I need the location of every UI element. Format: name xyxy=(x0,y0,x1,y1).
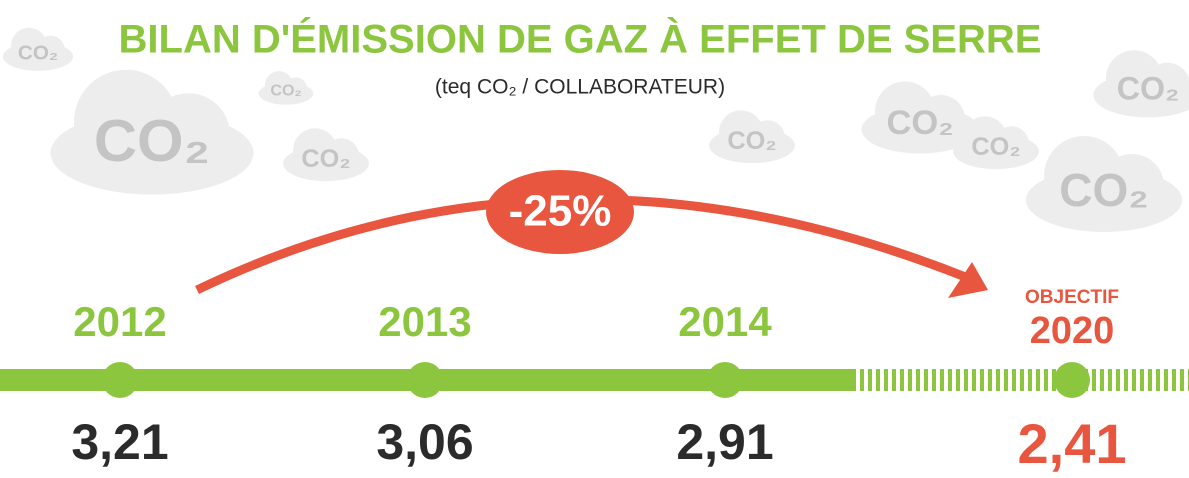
cloud: CO₂ xyxy=(259,71,314,105)
cloud-label: CO₂ xyxy=(94,107,210,174)
value: 2,41 xyxy=(1018,412,1127,475)
year: 2014 xyxy=(678,298,772,345)
badge-text: -25% xyxy=(509,187,612,236)
cloud: CO₂ xyxy=(3,28,73,71)
cloud-label: CO₂ xyxy=(886,104,953,142)
objective-label: OBJECTIF xyxy=(1025,287,1119,308)
title: BILAN D'ÉMISSION DE GAZ À EFFET DE SERRE xyxy=(119,17,1042,62)
dot xyxy=(407,362,443,398)
cloud: CO₂ xyxy=(283,128,369,181)
dot xyxy=(707,362,743,398)
cloud-label: CO₂ xyxy=(1059,164,1148,216)
year: 2020 xyxy=(1030,310,1115,352)
value: 2,91 xyxy=(676,414,773,470)
cloud: CO₂ xyxy=(51,70,254,195)
cloud-label: CO₂ xyxy=(727,127,776,155)
cloud-label: CO₂ xyxy=(270,82,301,100)
cloud: CO₂ xyxy=(1093,50,1189,117)
infographic: CO₂ CO₂ CO₂ CO₂ CO₂ CO₂ CO₂ CO₂ CO₂ BILAN D'ÉMIS… xyxy=(0,0,1189,478)
cloud: CO₂ xyxy=(1026,136,1182,232)
cloud-label: CO₂ xyxy=(18,41,58,64)
dot xyxy=(102,362,138,398)
subtitle: (teq CO₂ / COLLABORATEUR) xyxy=(435,76,725,99)
year: 2013 xyxy=(378,298,471,345)
value: 3,06 xyxy=(376,414,473,470)
cloud-label: CO₂ xyxy=(1117,70,1180,106)
value: 3,21 xyxy=(71,414,168,470)
arrow-head xyxy=(948,262,988,298)
dot xyxy=(1054,362,1090,398)
year: 2012 xyxy=(73,298,166,345)
cloud-label: CO₂ xyxy=(971,133,1020,161)
cloud: CO₂ xyxy=(709,110,795,163)
cloud-label: CO₂ xyxy=(301,145,350,173)
